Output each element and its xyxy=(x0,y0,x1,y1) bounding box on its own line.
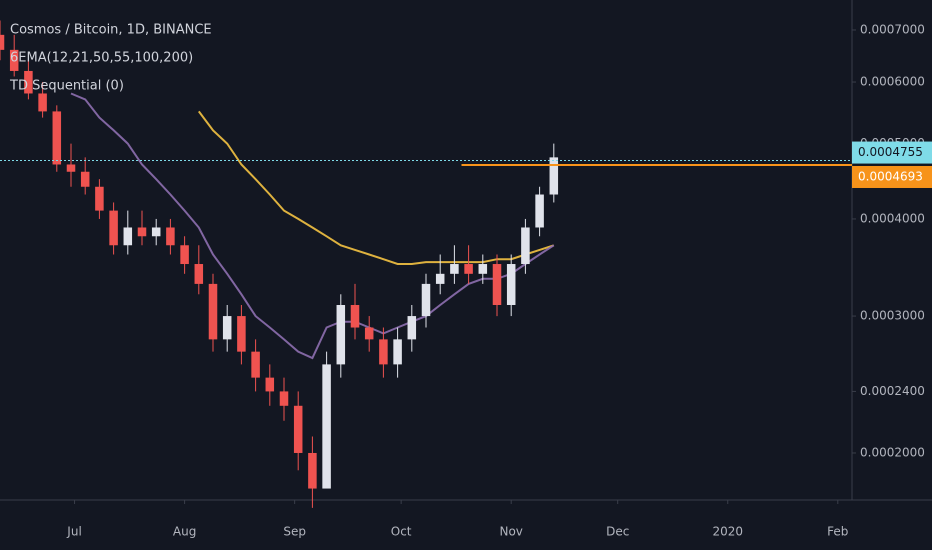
candle-body xyxy=(350,305,360,328)
candle-body xyxy=(322,364,331,489)
candle-body xyxy=(0,34,5,50)
candle-body xyxy=(336,305,346,365)
candle-body xyxy=(308,452,317,489)
candle-body xyxy=(407,316,417,340)
candle-body xyxy=(421,283,431,317)
chart-title: Cosmos / Bitcoin, 1D, BINANCE xyxy=(10,23,212,38)
candle-body xyxy=(251,351,260,378)
candle-body xyxy=(535,194,544,228)
candle-body xyxy=(549,157,559,195)
candle-body xyxy=(492,264,502,306)
candle-body xyxy=(166,227,175,246)
plot xyxy=(0,20,852,508)
ema-line xyxy=(70,92,555,360)
y-tick-label: 0.0007000 xyxy=(860,22,925,36)
candle-body xyxy=(435,273,445,284)
x-tick-label: Dec xyxy=(606,525,629,539)
x-tick-label: Aug xyxy=(173,525,196,539)
candle-body xyxy=(38,93,47,112)
candle-body xyxy=(265,377,275,392)
candle-body xyxy=(506,264,516,306)
price-label: 0.0004693 xyxy=(858,169,923,183)
candle-body xyxy=(222,316,232,340)
candle-body xyxy=(109,210,118,246)
y-tick-label: 0.0003000 xyxy=(860,309,925,323)
candle-body xyxy=(95,186,104,211)
ema-line xyxy=(198,110,555,265)
candle-body xyxy=(393,339,402,365)
x-tick-label: Jul xyxy=(66,525,81,539)
price-label: 0.0004755 xyxy=(858,145,923,159)
candle-body xyxy=(478,264,488,274)
price-label-box xyxy=(852,141,932,164)
candle-body xyxy=(180,245,189,265)
x-tick-label: Sep xyxy=(283,525,306,539)
candle-body xyxy=(279,391,289,406)
x-tick-label: 2020 xyxy=(712,525,743,539)
candle-body xyxy=(521,227,530,265)
x-tick-label: Feb xyxy=(827,525,848,539)
candle-body xyxy=(464,264,473,274)
candle-body xyxy=(293,405,303,453)
candle-body xyxy=(123,227,133,246)
candle-body xyxy=(52,111,62,165)
candle-body xyxy=(194,264,204,284)
candle-body xyxy=(364,327,374,340)
x-tick-label: Nov xyxy=(499,525,522,539)
y-tick-label: 0.0002400 xyxy=(860,384,925,398)
x-tick-label: Oct xyxy=(391,525,412,539)
candle-body xyxy=(80,171,90,187)
candle-body xyxy=(24,70,33,94)
candle-body xyxy=(151,227,161,237)
indicator-label: 6EMA(12,21,50,55,100,200) xyxy=(10,51,193,66)
candle-body xyxy=(9,49,19,71)
y-tick-label: 0.0002000 xyxy=(860,445,925,459)
candle-body xyxy=(66,164,76,172)
candle-body xyxy=(237,316,246,352)
price-label-box xyxy=(852,165,932,188)
candle-body xyxy=(137,227,147,237)
candle-body xyxy=(208,283,218,340)
y-tick-label: 0.0006000 xyxy=(860,75,925,89)
indicator-label: TD Sequential (0) xyxy=(9,79,124,94)
candle-body xyxy=(450,264,459,274)
candle-body xyxy=(379,339,388,365)
y-tick-label: 0.0004000 xyxy=(860,211,925,225)
